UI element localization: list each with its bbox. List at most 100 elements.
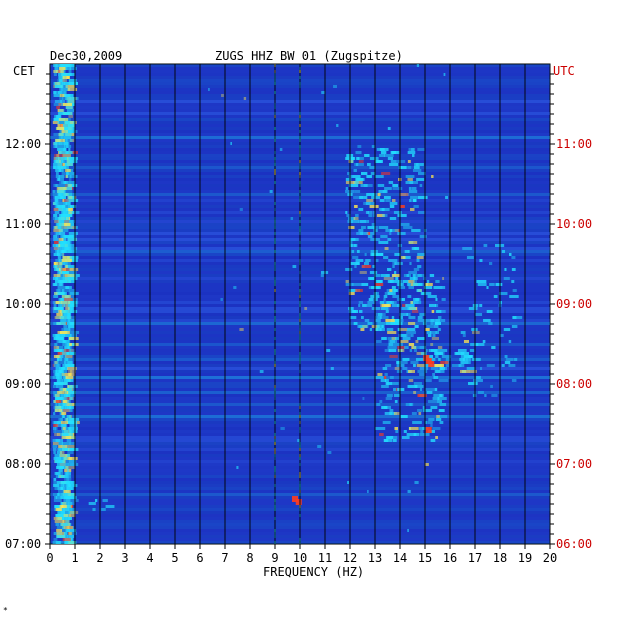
hot-spot xyxy=(295,499,302,505)
frequency-burst xyxy=(399,334,407,337)
low-frequency-energy xyxy=(69,334,77,337)
frequency-burst xyxy=(512,316,523,319)
frequency-burst xyxy=(369,166,376,169)
scatter-energy xyxy=(243,97,247,100)
frequency-burst xyxy=(437,316,442,319)
scatter-energy xyxy=(236,466,239,469)
frequency-burst xyxy=(398,286,406,289)
frequency-burst xyxy=(373,229,378,232)
low-frequency-energy xyxy=(54,454,60,457)
low-frequency-energy xyxy=(68,385,78,388)
low-frequency-energy xyxy=(52,541,61,544)
frequency-burst xyxy=(413,205,419,208)
low-frequency-energy xyxy=(52,376,62,379)
low-frequency-energy xyxy=(65,265,74,268)
frequency-burst xyxy=(441,355,452,358)
frequency-burst xyxy=(417,289,422,292)
low-frequency-energy xyxy=(57,361,67,364)
low-frequency-energy xyxy=(63,484,69,487)
frequency-burst xyxy=(393,388,397,391)
frequency-burst xyxy=(500,334,504,337)
low-frequency-energy xyxy=(68,130,73,133)
low-frequency-energy xyxy=(56,235,60,238)
frequency-burst xyxy=(376,148,385,151)
low-frequency-energy xyxy=(55,385,59,388)
low-frequency-energy xyxy=(59,451,65,454)
low-frequency-energy xyxy=(58,175,65,178)
low-frequency-energy xyxy=(66,535,69,538)
low-frequency-energy xyxy=(53,391,59,394)
low-frequency-energy xyxy=(58,151,69,154)
low-frequency-energy xyxy=(54,100,62,103)
low-frequency-energy xyxy=(65,400,71,403)
frequency-burst xyxy=(406,331,416,334)
hot-spot xyxy=(425,427,432,433)
low-frequency-energy xyxy=(52,493,59,496)
low-frequency-energy xyxy=(53,499,62,502)
low-frequency-energy xyxy=(68,259,72,262)
low-frequency-energy xyxy=(53,355,61,358)
frequency-burst xyxy=(419,184,423,187)
frequency-burst xyxy=(364,253,367,256)
frequency-burst xyxy=(402,367,408,370)
frequency-burst xyxy=(361,265,372,268)
frequency-burst xyxy=(406,433,417,436)
frequency-burst xyxy=(379,208,385,211)
frequency-burst xyxy=(399,193,409,196)
frequency-burst xyxy=(388,340,398,343)
low-frequency-energy xyxy=(59,88,63,91)
frequency-burst xyxy=(386,382,389,385)
frequency-burst xyxy=(348,184,359,187)
low-frequency-energy xyxy=(60,523,64,526)
low-frequency-energy xyxy=(69,310,78,313)
low-frequency-energy xyxy=(54,457,62,460)
low-frequency-energy xyxy=(57,256,61,259)
low-frequency-energy xyxy=(53,196,56,199)
low-frequency-energy xyxy=(54,226,58,229)
low-frequency-energy xyxy=(68,457,78,460)
frequency-burst xyxy=(395,277,399,280)
frequency-burst xyxy=(411,346,417,349)
scatter-energy xyxy=(327,451,332,454)
frequency-burst xyxy=(427,334,432,337)
low-frequency-energy xyxy=(57,391,65,394)
low-frequency-energy xyxy=(63,313,70,316)
frequency-burst xyxy=(429,274,435,277)
low-frequency-energy xyxy=(67,301,77,304)
low-frequency-energy xyxy=(69,64,76,67)
low-frequency-energy xyxy=(61,271,69,274)
frequency-burst xyxy=(349,244,353,247)
low-frequency-energy xyxy=(69,397,73,400)
low-frequency-energy xyxy=(53,145,58,148)
frequency-burst xyxy=(422,406,426,409)
tick-layer: 0 1 2 3 4 5 6 7 8 9 10 11 12 13 14 15 16 17 18 19 2012:0011:… xyxy=(5,73,592,565)
low-frequency-energy xyxy=(63,346,70,349)
low-frequency-energy xyxy=(59,283,64,286)
frequency-burst xyxy=(383,154,394,157)
frequency-burst xyxy=(412,421,422,424)
low-frequency-energy xyxy=(58,508,68,511)
low-frequency-energy xyxy=(57,457,68,460)
low-frequency-energy xyxy=(59,262,68,265)
frequency-burst xyxy=(345,211,348,214)
frequency-burst xyxy=(415,298,420,301)
low-frequency-energy xyxy=(53,103,61,106)
low-frequency-energy xyxy=(66,202,71,205)
low-frequency-energy xyxy=(52,442,59,445)
frequency-burst xyxy=(429,331,437,334)
frequency-burst xyxy=(469,370,477,373)
hot-spot xyxy=(428,361,435,367)
frequency-burst xyxy=(410,334,414,337)
low-frequency-energy xyxy=(65,499,71,502)
frequency-burst xyxy=(409,199,412,202)
frequency-burst xyxy=(460,370,471,373)
frequency-burst xyxy=(364,154,370,157)
low-frequency-energy xyxy=(60,319,71,322)
low-frequency-energy xyxy=(61,88,71,91)
low-frequency-energy xyxy=(58,376,63,379)
low-frequency-energy xyxy=(62,73,72,76)
low-frequency-energy xyxy=(64,181,68,184)
frequency-burst xyxy=(408,379,414,382)
low-frequency-energy xyxy=(62,211,67,214)
frequency-burst xyxy=(483,319,491,322)
